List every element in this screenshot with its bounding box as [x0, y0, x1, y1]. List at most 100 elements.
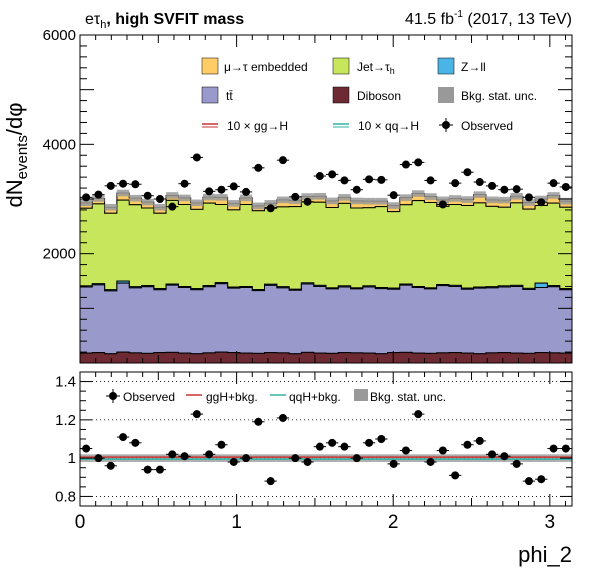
main-x-ticks [79, 35, 566, 363]
ratio-point [389, 459, 398, 468]
legend-swatch-jetfake [332, 57, 350, 75]
unc-band-bin [522, 199, 536, 206]
bkg-unc-band [80, 189, 572, 211]
ratio-point [119, 433, 128, 442]
ratio-unc-bin [547, 454, 560, 462]
ratio-unc-bin [375, 454, 388, 462]
observed-point [303, 197, 312, 206]
unc-band-bin [387, 202, 400, 209]
unc-band-bin [498, 196, 511, 204]
x-tick-label: 2 [388, 512, 399, 533]
observed-point [524, 193, 533, 202]
unc-band-bin [276, 196, 290, 204]
observed-point [401, 160, 410, 169]
ratio-unc-bin [313, 454, 326, 462]
ratio-point [537, 475, 546, 484]
ratio-point [475, 436, 484, 445]
ratio-unc-bin [326, 454, 339, 462]
channel-label: eτh, high SVFIT mass [85, 11, 244, 31]
ratio-unc-bin [141, 454, 154, 462]
unc-band-bin [362, 197, 376, 205]
ratio-y-tick-label: 0.8 [55, 488, 76, 505]
ratio-unc-bin [276, 454, 290, 462]
ratio-point [365, 438, 374, 447]
observed-point [119, 179, 128, 188]
ratio-unc-bin [473, 454, 486, 462]
unc-band-bin [424, 193, 437, 200]
ratio-x-ticks: 0 1 2 3 [75, 372, 566, 533]
unc-band-bin [227, 200, 240, 207]
unc-band-bin [153, 203, 167, 211]
legend-swatch-diboson [332, 86, 350, 104]
unc-band-bin [510, 192, 523, 200]
ratio-unc-bin [510, 454, 523, 462]
ratio-unc-bin [264, 454, 277, 462]
ratio-point [106, 461, 115, 470]
observed-point [352, 185, 361, 194]
ratio-point [426, 457, 435, 466]
ratio-point [192, 410, 201, 419]
observed-point [438, 200, 447, 209]
unc-band-bin [178, 194, 191, 202]
observed-point [365, 175, 374, 184]
ratio-point [94, 454, 103, 463]
ratio-point [401, 446, 410, 455]
unc-band-bin [399, 194, 413, 201]
observed-point [229, 182, 238, 191]
unc-band-bin [449, 195, 462, 202]
unc-band-bin [264, 200, 277, 207]
ratio-legend-swatch-bkgunc [354, 389, 368, 401]
observed-point [168, 202, 177, 211]
observed-point [143, 191, 152, 200]
ratio-point [205, 450, 214, 459]
ratio-unc-bin [104, 454, 117, 462]
unc-band-bin [166, 192, 179, 199]
observed-point [266, 204, 275, 213]
ratio-unc-bin [387, 454, 400, 462]
observed-point [537, 198, 546, 207]
legend-label-observed: Observed [461, 119, 513, 133]
observed-point [278, 156, 287, 165]
ratio-legend-label-observed: Observed [123, 390, 175, 404]
ratio-point [143, 465, 152, 474]
stack-layer-diboson [79, 351, 573, 364]
y-tick-label: 2000 [43, 246, 76, 263]
unc-band-bin [412, 190, 425, 197]
x-axis-title: phi_2 [518, 542, 572, 567]
legend-label-jetfake: Jet→τh [357, 60, 395, 76]
unc-band-bin [473, 191, 486, 198]
ratio-y-tick-label: 1.2 [55, 412, 76, 429]
observed-point [205, 187, 214, 196]
ratio-unc-band [80, 454, 572, 462]
legend-label-qqh: 10 × qq→H [358, 119, 419, 133]
ratio-unc-bin [449, 454, 462, 462]
observed-point [549, 179, 558, 188]
stacked-histogram [79, 192, 573, 364]
ratio-point [242, 454, 251, 463]
ratio-unc-bin [129, 454, 142, 462]
ratio-point [500, 452, 509, 461]
legend-swatch-bkgunc [438, 87, 454, 103]
observed-point [82, 193, 91, 202]
observed-point [512, 185, 521, 194]
observed-point [488, 181, 497, 190]
unc-band-bin [338, 194, 351, 201]
unc-band-bin [141, 198, 154, 206]
unc-band-bin [559, 197, 572, 205]
ratio-legend-label-bkgunc: Bkg. stat. unc. [370, 390, 446, 404]
ratio-point [561, 444, 570, 453]
legend-swatch-ttbar [201, 86, 219, 104]
observed-point [328, 170, 337, 179]
ratio-observed-points [80, 410, 572, 486]
ratio-unc-bin [522, 454, 536, 462]
observed-point [242, 187, 251, 196]
unc-band-bin [436, 196, 449, 204]
observed-point [192, 153, 201, 162]
observed-point [254, 163, 263, 172]
ratio-unc-bin [412, 454, 425, 462]
observed-point [340, 176, 349, 185]
unc-band-bin [301, 193, 314, 200]
unc-band-bin [547, 192, 560, 199]
ratio-point [463, 440, 472, 449]
ratio-point [315, 442, 324, 451]
